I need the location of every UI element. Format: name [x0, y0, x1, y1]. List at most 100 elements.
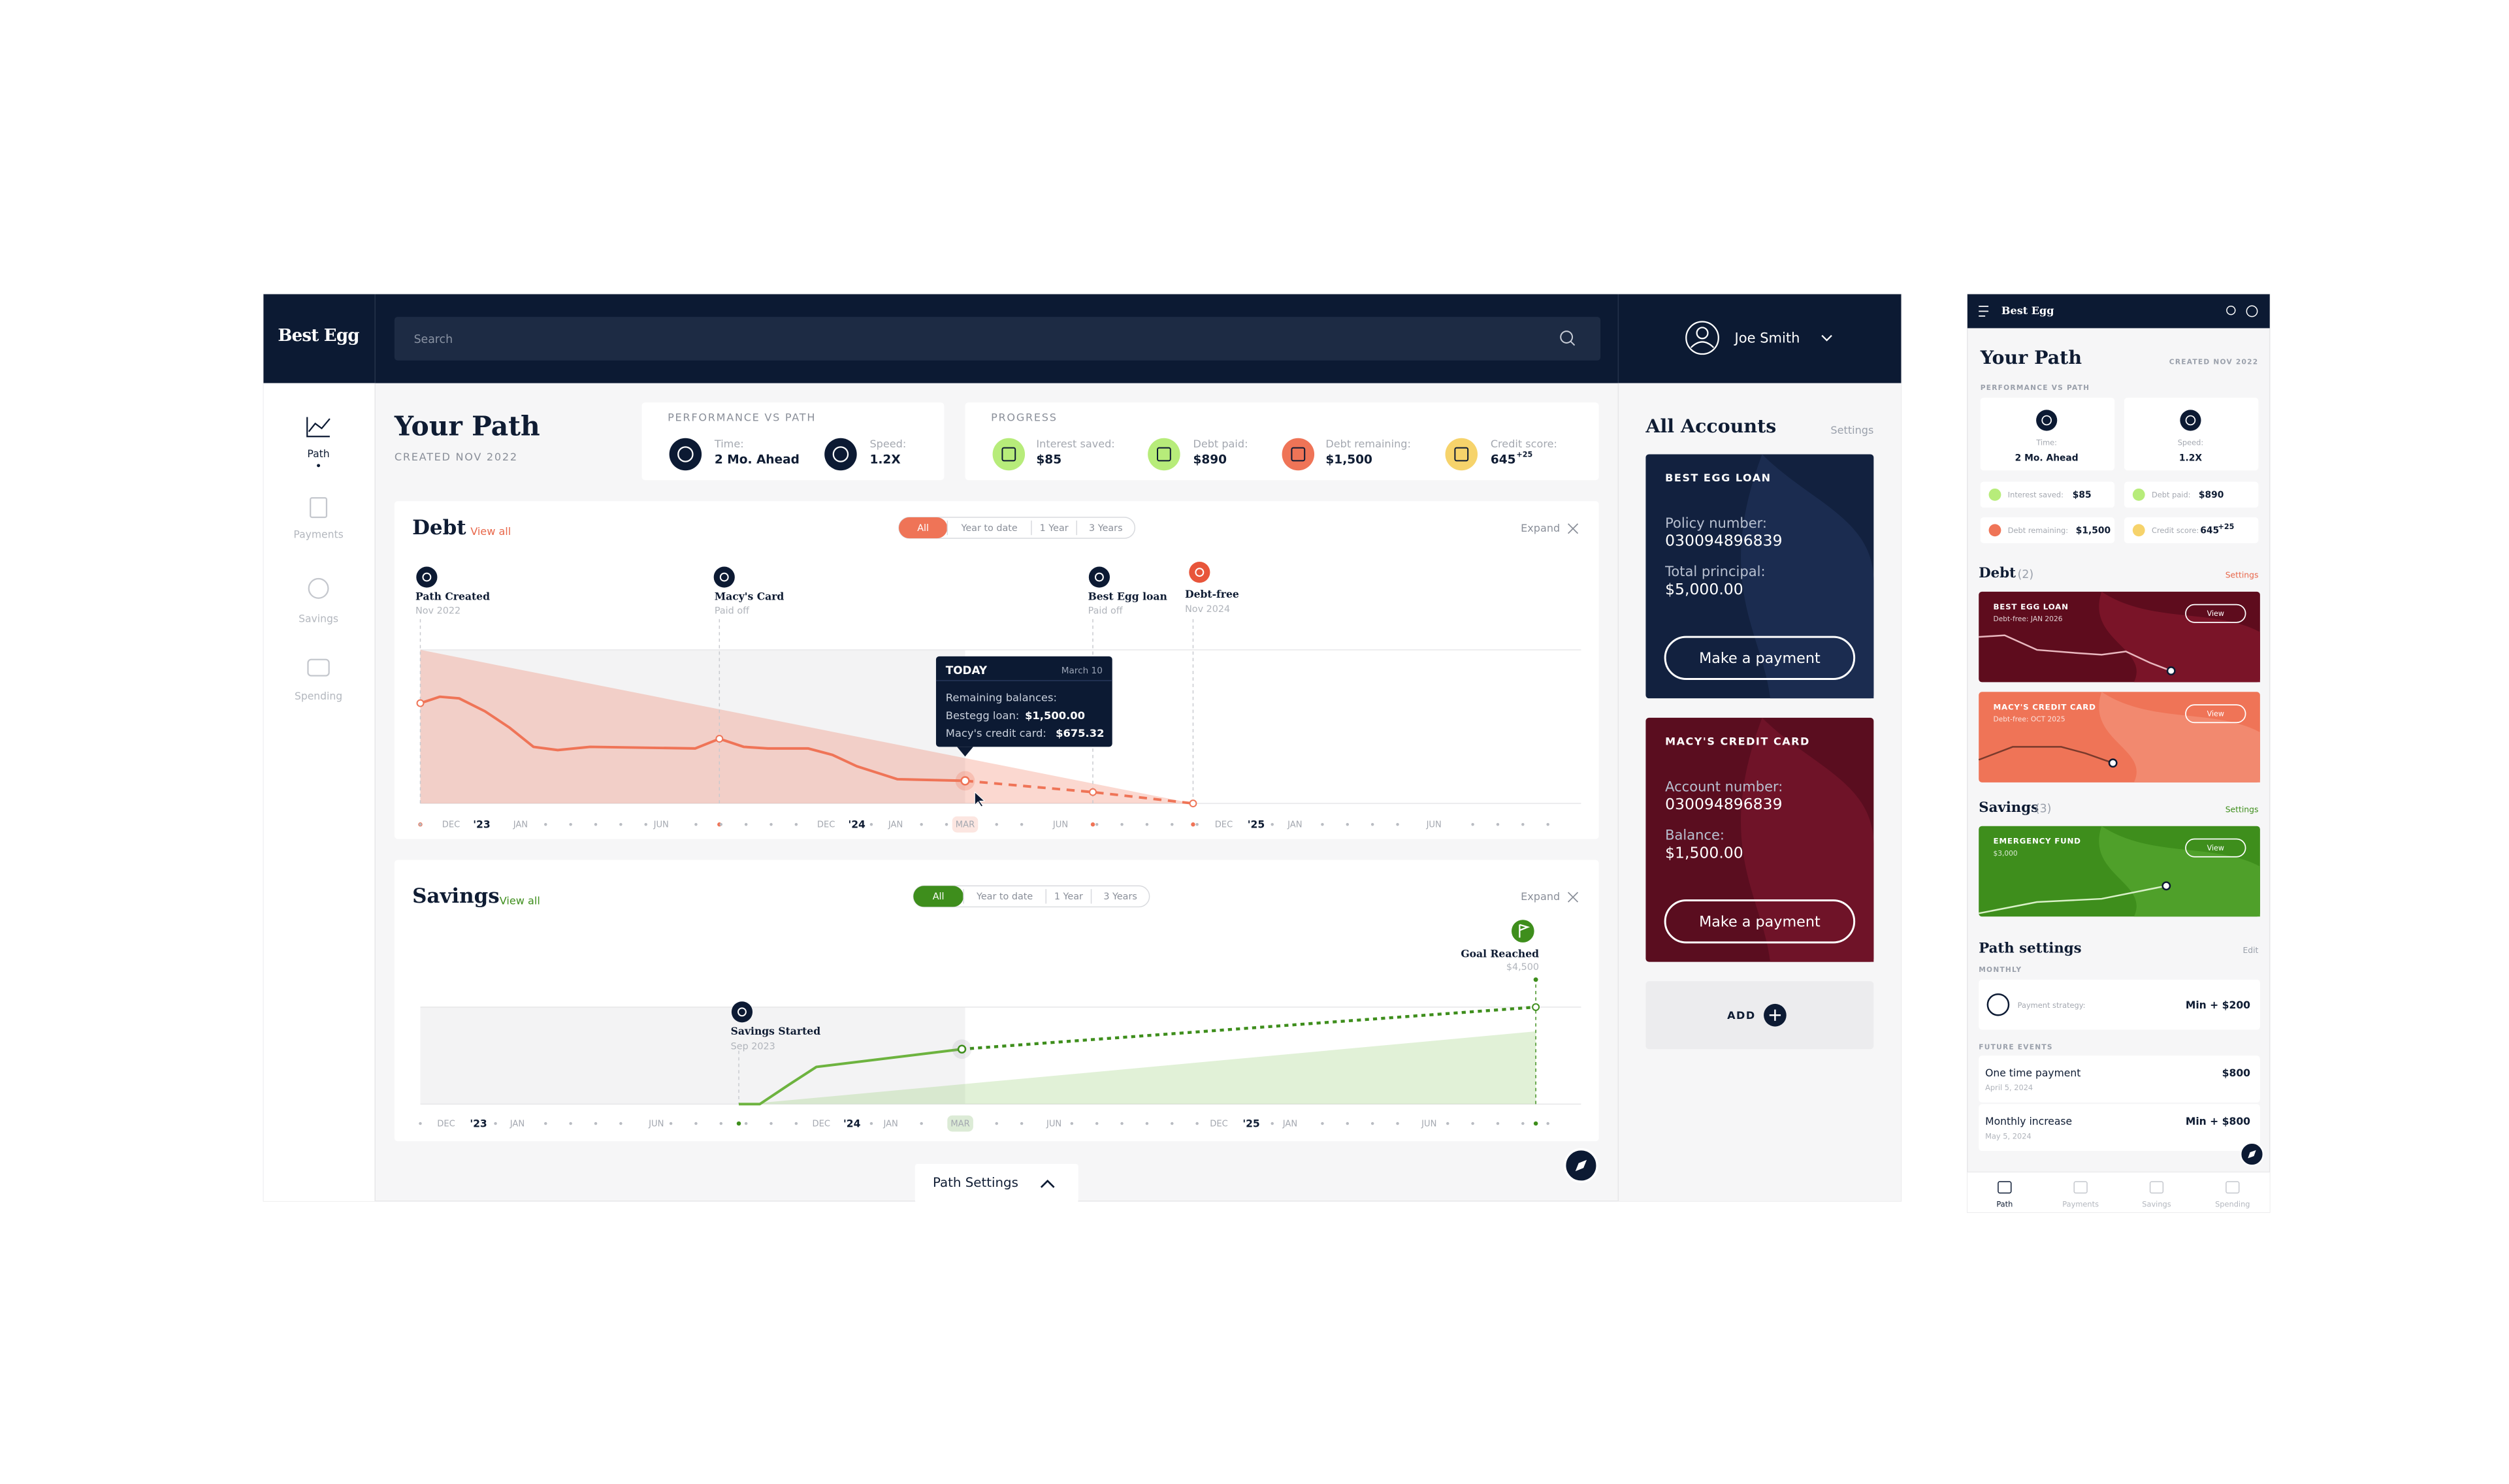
accounts-settings[interactable]: Settings — [1830, 424, 1873, 436]
axis-dot — [544, 1121, 547, 1125]
view-all-link[interactable]: View all — [470, 525, 511, 538]
page-title: Your Path — [394, 410, 540, 442]
nav-icon — [306, 417, 331, 438]
view-label[interactable]: View — [2207, 709, 2224, 718]
filter-option[interactable]: 1 Year — [1040, 523, 1069, 534]
view-label[interactable]: View — [2207, 609, 2224, 618]
mobile-nav-item[interactable]: Path — [1996, 1199, 2013, 1208]
card-name: MACY'S CREDIT CARD — [1665, 735, 1810, 747]
axis-dot — [544, 822, 547, 826]
axis-dot — [1070, 1121, 1074, 1125]
mobile-section-settings[interactable]: Settings — [2226, 805, 2259, 814]
expand-button[interactable]: Expand — [1521, 522, 1560, 534]
filter-option[interactable]: All — [917, 523, 929, 534]
mobile-progress-card — [2124, 517, 2259, 543]
tooltip-value: $675.32 — [1056, 727, 1104, 739]
card-trend-line — [1979, 634, 2172, 672]
milestone-title: Debt-free — [1185, 588, 1239, 600]
axis-dot — [1271, 822, 1274, 826]
axis-label: MAR — [956, 820, 975, 830]
milestone-icon — [416, 566, 438, 588]
filter-active[interactable] — [899, 517, 948, 539]
axis-highlight — [947, 1115, 973, 1132]
axis-dot — [744, 1121, 748, 1125]
expand-button[interactable]: Expand — [1521, 890, 1560, 903]
mobile-nav-item[interactable]: Savings — [2142, 1199, 2171, 1208]
make-payment-label[interactable]: Make a payment — [1699, 650, 1821, 667]
nav-item[interactable]: Savings — [299, 613, 338, 624]
axis-dot — [1321, 1121, 1324, 1125]
axis-dot — [1521, 822, 1525, 826]
mobile-section-count: (3) — [2035, 803, 2052, 816]
path-settings-button[interactable] — [915, 1163, 1078, 1203]
mobile-event-row — [1979, 1104, 2260, 1152]
axis-dot — [794, 822, 798, 826]
nav-item[interactable]: Spending — [295, 690, 342, 702]
filter-option[interactable]: 3 Years — [1089, 523, 1123, 534]
brand-logo: Best Egg — [278, 326, 359, 346]
progress-icon — [1148, 438, 1180, 471]
milestone-icon-glyph — [1094, 572, 1104, 582]
progress-icon — [1988, 524, 2001, 537]
milestone-title: Macy's Card — [715, 590, 785, 602]
filter-active[interactable] — [913, 886, 964, 907]
axis-label: JUN — [1046, 1119, 1061, 1129]
milestone-flag — [1519, 924, 1530, 938]
filter-option[interactable]: 3 Years — [1103, 892, 1137, 902]
milestone-icon-glyph — [737, 1007, 747, 1017]
axis-dot — [419, 822, 422, 826]
progress-value: $1,500 — [1325, 453, 1372, 467]
filter-option[interactable]: Year to date — [961, 523, 1018, 534]
search-box[interactable] — [394, 317, 1601, 361]
add-account[interactable] — [1645, 981, 1874, 1050]
axis-label: JAN — [513, 820, 528, 830]
filter-option[interactable]: Year to date — [976, 892, 1033, 902]
axis-label: DEC — [1215, 820, 1233, 830]
strategy-value: Min + $200 — [2186, 999, 2250, 1011]
view-button[interactable] — [2185, 604, 2246, 623]
mobile-card-sub: $3,000 — [1994, 849, 2018, 858]
card-trend-point — [2161, 881, 2171, 891]
mobile-nav-item[interactable]: Payments — [2062, 1199, 2099, 1208]
user-name[interactable]: Joe Smith — [1734, 330, 1800, 346]
add-label[interactable]: ADD — [1727, 1009, 1756, 1022]
axis-dot — [594, 822, 598, 826]
filter-option[interactable]: 1 Year — [1054, 892, 1083, 902]
mobile-nav-item[interactable]: Spending — [2215, 1199, 2250, 1208]
progress-label: Debt paid: — [1193, 438, 1248, 450]
nav-item[interactable]: Path — [307, 448, 329, 460]
axis-dot — [1145, 1121, 1149, 1125]
mobile-event-row — [1979, 1056, 2260, 1103]
card-label: PROGRESS — [991, 411, 1058, 423]
mobile-card-name: EMERGENCY FUND — [1994, 837, 2081, 846]
axis-dot — [494, 1121, 497, 1125]
axis-dot — [1446, 1121, 1449, 1125]
filter-option[interactable]: All — [933, 892, 945, 902]
mobile-section-settings[interactable]: Settings — [2226, 571, 2259, 580]
nav-item[interactable]: Payments — [293, 529, 343, 541]
card-trend-point — [2166, 666, 2176, 676]
make-payment-button[interactable] — [1664, 636, 1856, 680]
view-all-link[interactable]: View all — [500, 894, 540, 907]
make-payment-label[interactable]: Make a payment — [1699, 913, 1821, 930]
progress-label: Interest saved: — [1036, 438, 1114, 450]
user-avatar[interactable] — [1685, 321, 1719, 355]
mobile-card-name: MACY'S CREDIT CARD — [1994, 702, 2096, 711]
progress-label: Interest saved: — [2008, 491, 2064, 500]
card-pattern — [2099, 591, 2260, 683]
card-trend-line — [1978, 746, 2114, 764]
card-field-value: $1,500.00 — [1665, 843, 1743, 862]
axis-label: JUN — [653, 820, 669, 830]
view-button[interactable] — [2185, 704, 2246, 724]
today-point — [960, 776, 970, 786]
mobile-edit[interactable]: Edit — [2242, 946, 2258, 955]
axis-dot — [1321, 822, 1324, 826]
view-label[interactable]: View — [2207, 844, 2224, 852]
view-button[interactable] — [2185, 838, 2246, 858]
axis-label: JUN — [1421, 1119, 1436, 1129]
axis-dot — [1471, 1121, 1474, 1125]
nav-icon — [307, 658, 330, 677]
path-settings-label[interactable]: Path Settings — [933, 1175, 1018, 1190]
make-payment-button[interactable] — [1664, 899, 1856, 944]
